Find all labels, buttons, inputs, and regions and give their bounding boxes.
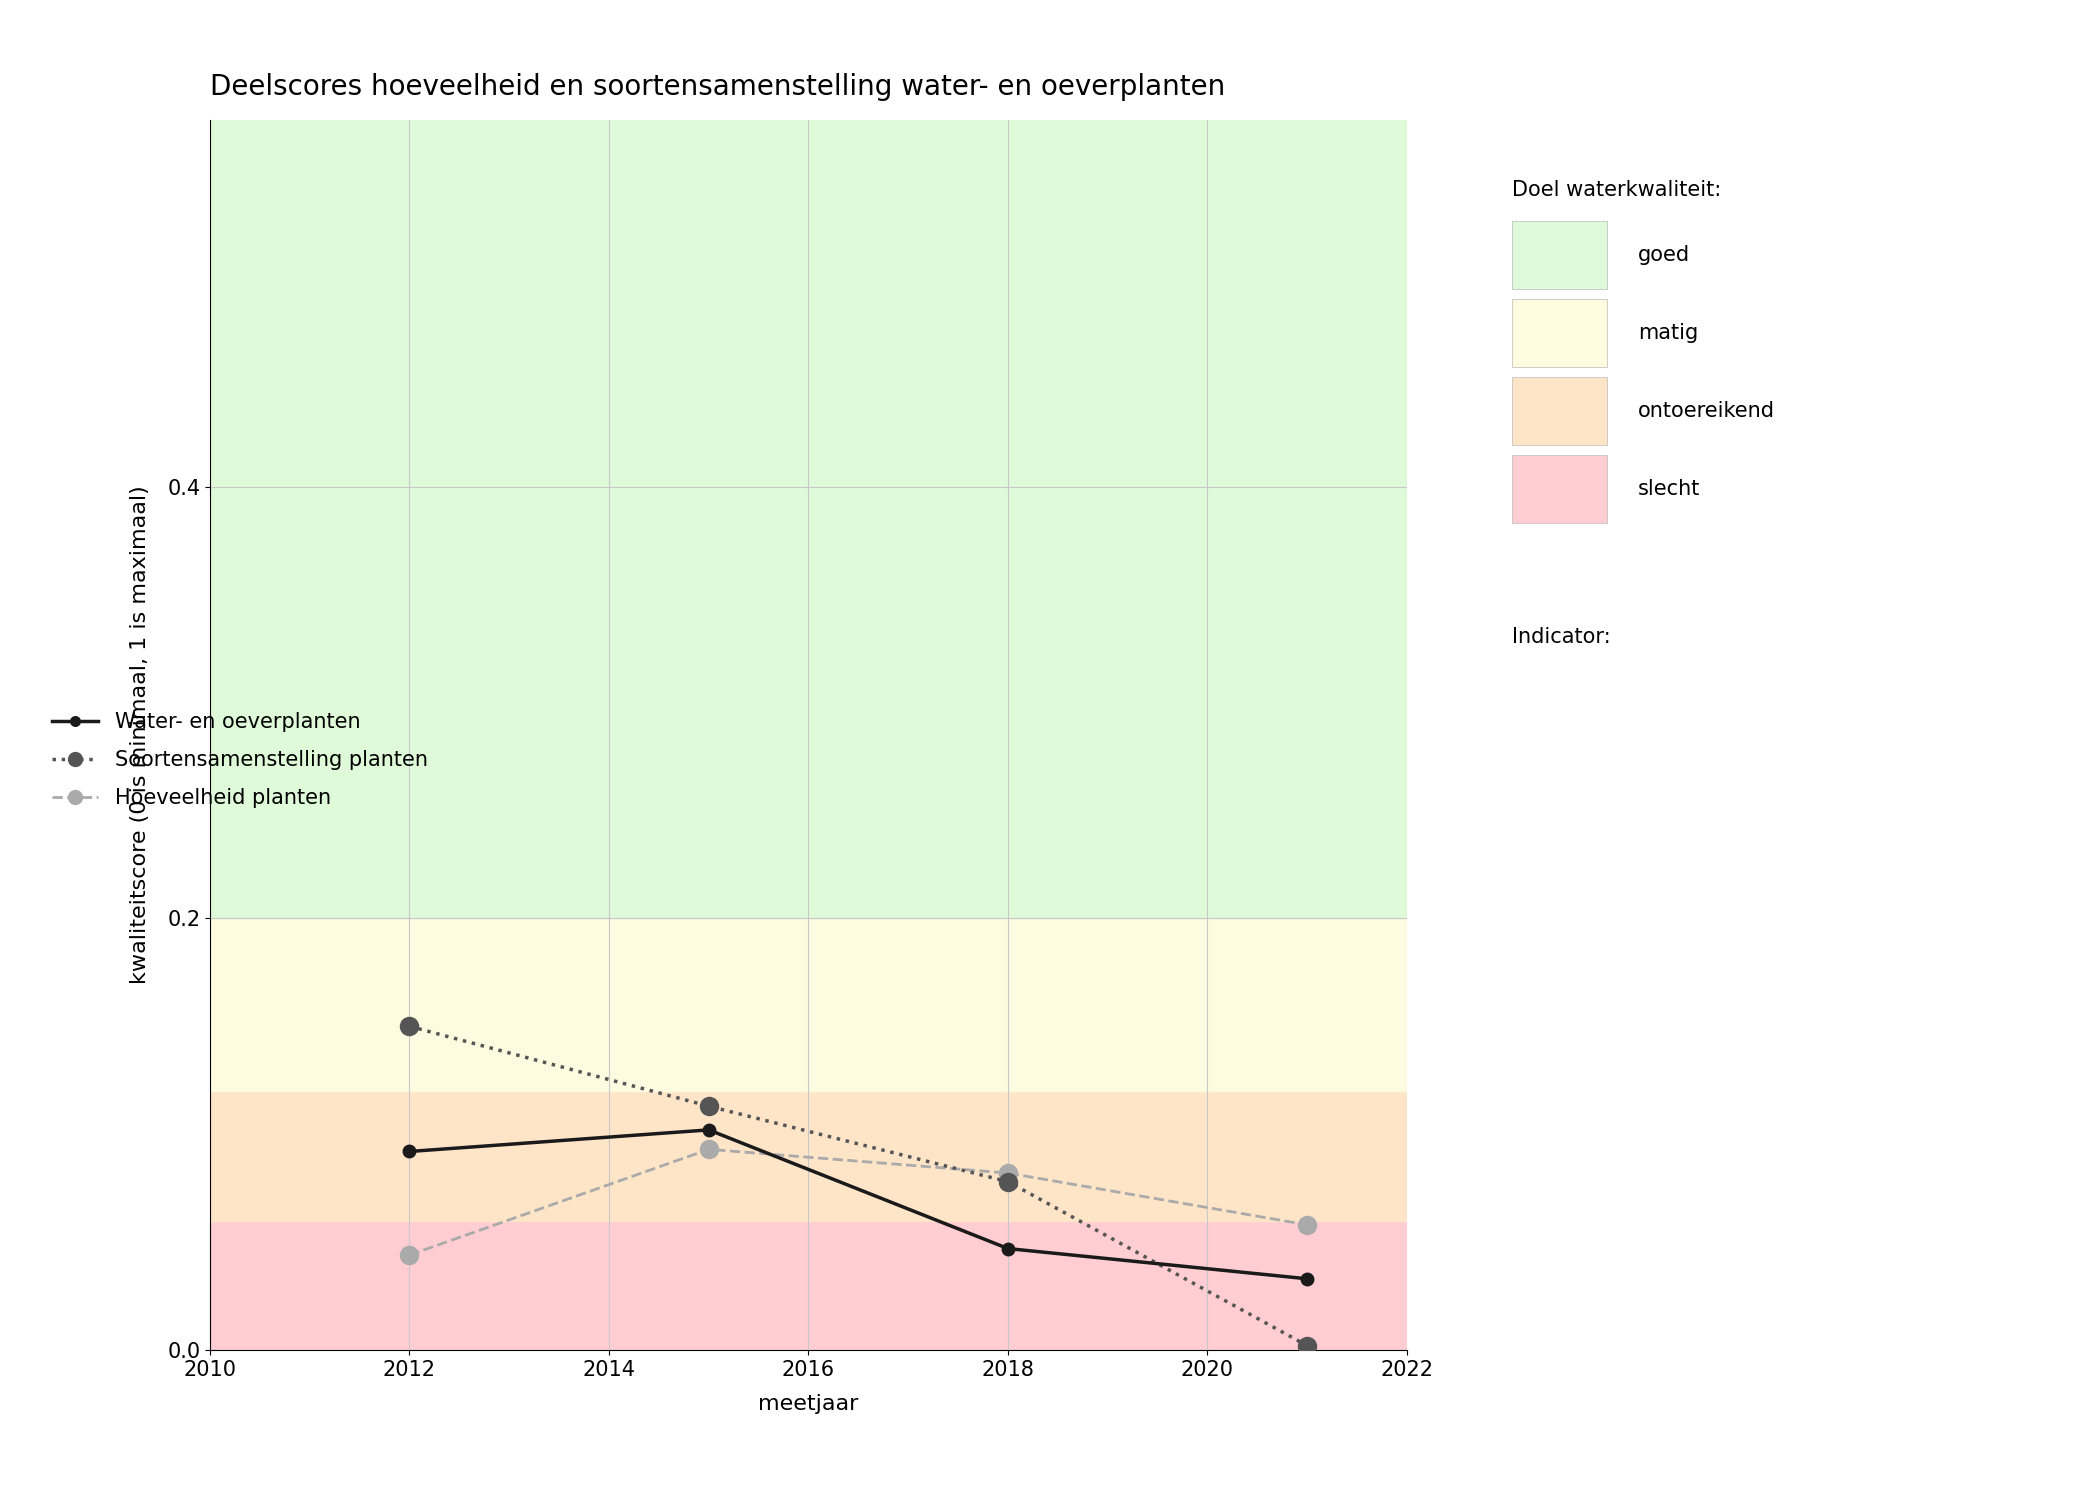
Legend: Water- en oeverplanten, Soortensamenstelling planten, Hoeveelheid planten: Water- en oeverplanten, Soortensamenstel… <box>52 712 428 809</box>
X-axis label: meetjaar: meetjaar <box>758 1394 859 1413</box>
Text: ontoereikend: ontoereikend <box>1638 400 1774 422</box>
Y-axis label: kwaliteitscore (0 is minimaal, 1 is maximaal): kwaliteitscore (0 is minimaal, 1 is maxi… <box>130 486 151 984</box>
Bar <box>210 120 1407 918</box>
Text: goed: goed <box>1638 244 1690 266</box>
Bar <box>210 918 1407 1090</box>
Text: Deelscores hoeveelheid en soortensamenstelling water- en oeverplanten: Deelscores hoeveelheid en soortensamenst… <box>210 74 1224 100</box>
Text: matig: matig <box>1638 322 1699 344</box>
Text: slecht: slecht <box>1638 478 1701 500</box>
Bar <box>210 1221 1407 1350</box>
Text: Indicator:: Indicator: <box>1512 627 1611 646</box>
Bar <box>210 1090 1407 1221</box>
Text: Doel waterkwaliteit:: Doel waterkwaliteit: <box>1512 180 1722 200</box>
